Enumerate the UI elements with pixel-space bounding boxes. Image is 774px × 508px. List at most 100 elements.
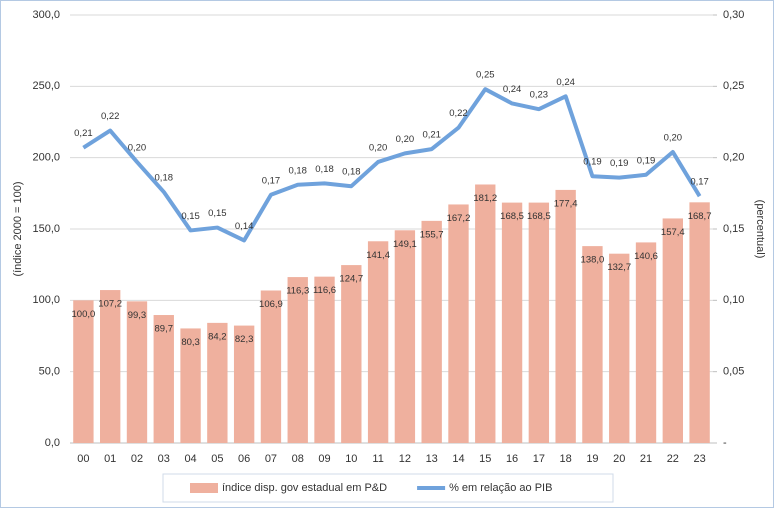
line <box>82 87 702 243</box>
bar <box>689 202 710 443</box>
x-tick-label: 21 <box>640 453 652 465</box>
bar-value-label: 140,6 <box>634 251 658 262</box>
bar <box>260 290 282 443</box>
line-value-label: 0,17 <box>690 177 709 188</box>
line-value-label: 0,19 <box>610 158 629 169</box>
x-tick-label: 06 <box>238 453 250 465</box>
bar-value-label: 116,6 <box>313 285 336 296</box>
y2-tick-label: 0,10 <box>723 294 744 306</box>
bar-value-label: 141,4 <box>366 250 390 261</box>
bar <box>609 253 630 443</box>
y2-tick-label: 0,25 <box>723 80 744 92</box>
y2-tick-label: 0,15 <box>723 223 744 235</box>
bar-value-label: 84,2 <box>208 331 227 342</box>
y2-tick-label: - <box>723 437 727 449</box>
legend-label: % em relação ao PIB <box>449 482 552 494</box>
line-value-label: 0,18 <box>342 167 361 178</box>
bar <box>207 322 228 443</box>
bar <box>100 290 121 443</box>
x-tick-label: 23 <box>693 453 705 465</box>
bar-value-label: 149,1 <box>393 239 417 250</box>
legend-label: índice disp. gov estadual em P&D <box>222 482 387 494</box>
line-value-label: 0,24 <box>503 84 522 95</box>
bar-value-label: 106,9 <box>259 299 283 310</box>
line-value-label: 0,21 <box>74 128 93 139</box>
y-tick-label: 300,0 <box>32 9 60 21</box>
bar-value-label: 82,3 <box>235 334 254 345</box>
y2-axis-label: (percentual) <box>754 200 766 259</box>
legend-box <box>162 473 614 503</box>
bar-value-label: 181,2 <box>473 193 497 204</box>
y-tick-label: 150,0 <box>32 223 60 235</box>
x-tick-label: 20 <box>613 453 625 465</box>
line-value-label: 0,23 <box>530 90 549 101</box>
x-tick-label: 11 <box>372 453 383 465</box>
bar-value-label: 138,0 <box>581 255 605 266</box>
x-tick-label: 04 <box>184 453 196 465</box>
bar <box>528 202 550 443</box>
bar <box>421 220 442 443</box>
bar <box>126 301 148 443</box>
bar <box>153 315 174 443</box>
bar <box>582 246 603 443</box>
x-tick-label: 14 <box>452 453 464 465</box>
bar <box>501 202 523 443</box>
line-value-label: 0,19 <box>583 157 602 168</box>
line-value-label: 0,22 <box>449 108 468 119</box>
bar-value-label: 168,7 <box>688 211 712 222</box>
x-tick-label: 00 <box>77 453 89 465</box>
y-tick-label: 0,0 <box>45 437 60 449</box>
x-tick-label: 15 <box>479 453 491 465</box>
line-value-label: 0,14 <box>235 221 254 232</box>
line-value-label: 0,15 <box>208 208 227 219</box>
bar-value-label: 157,4 <box>661 227 685 238</box>
y-tick-label: 250,0 <box>32 80 60 92</box>
x-tick-label: 16 <box>506 453 518 465</box>
line-value-label: 0,25 <box>476 70 495 81</box>
line-value-label: 0,24 <box>556 77 575 88</box>
bar <box>287 277 308 443</box>
bar-value-label: 168,5 <box>527 211 551 222</box>
bar-value-label: 124,7 <box>339 274 363 285</box>
line-value-label: 0,17 <box>262 175 281 186</box>
x-tick-label: 05 <box>211 453 223 465</box>
x-tick-label: 10 <box>345 453 357 465</box>
line-value-label: 0,18 <box>155 172 174 183</box>
x-tick-label: 12 <box>399 453 411 465</box>
y2-tick-label: 0,20 <box>723 152 744 164</box>
bar <box>367 241 389 443</box>
x-tick-label: 19 <box>586 453 598 465</box>
bar-value-label: 167,2 <box>447 213 471 224</box>
line-value-label: 0,18 <box>315 164 334 175</box>
x-tick-label: 01 <box>104 453 116 465</box>
x-tick-label: 13 <box>426 453 438 465</box>
bar-value-label: 132,7 <box>607 262 631 273</box>
bar <box>314 276 335 443</box>
bar-value-label: 155,7 <box>420 229 444 240</box>
line-value-label: 0,20 <box>369 142 388 153</box>
legend-swatch <box>190 483 218 493</box>
bar-value-label: 89,7 <box>155 324 174 335</box>
bar <box>662 218 683 443</box>
bar-value-label: 107,2 <box>98 299 122 310</box>
line-value-label: 0,15 <box>181 211 200 222</box>
y-tick-label: 200,0 <box>32 152 60 164</box>
x-tick-label: 22 <box>667 453 679 465</box>
x-tick-label: 02 <box>131 453 143 465</box>
line-value-label: 0,20 <box>396 134 415 145</box>
bar <box>394 230 416 443</box>
bar <box>448 204 469 443</box>
line-value-label: 0,18 <box>288 165 307 176</box>
bar-value-label: 168,5 <box>500 211 524 222</box>
x-tick-label: 17 <box>533 453 545 465</box>
line-value-label: 0,21 <box>422 130 441 141</box>
y2-tick-label: 0,05 <box>723 366 744 378</box>
bar-value-label: 80,3 <box>181 337 200 348</box>
y2-tick-label: 0,30 <box>723 9 744 21</box>
bar <box>475 184 496 443</box>
x-tick-label: 03 <box>158 453 170 465</box>
line-value-label: 0,20 <box>664 132 683 143</box>
y-tick-label: 100,0 <box>32 294 60 306</box>
line-value-label: 0,19 <box>637 155 656 166</box>
